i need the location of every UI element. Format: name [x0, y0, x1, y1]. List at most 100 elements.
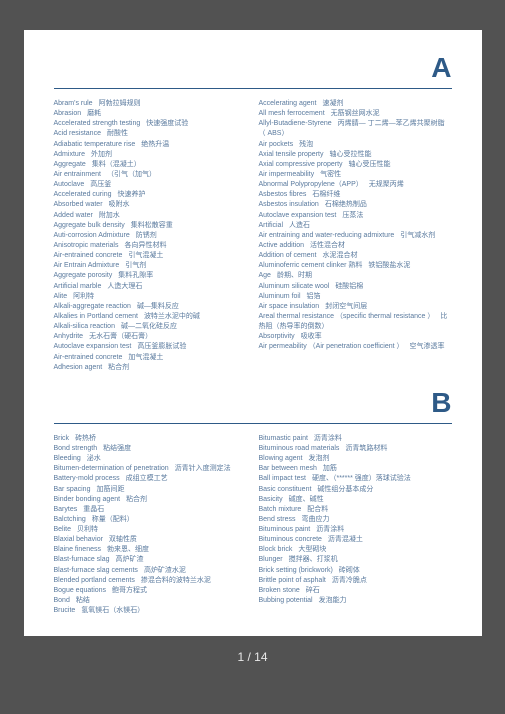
glossary-entry: Alkalies in Portland cement波特兰水泥中的碱 [54, 312, 247, 322]
term-en: Axial compressive property [259, 161, 343, 168]
term-zh: 加筋间距 [96, 486, 124, 493]
columns: Abram's rule阿勃拉姆规则Abrasion磨耗Accelerated … [54, 99, 452, 373]
term-zh: 引气减水剂 [400, 232, 435, 239]
term-zh: 龄期、时期 [277, 272, 312, 279]
term-en: Absorbed water [54, 201, 103, 208]
term-en: Alite [54, 293, 68, 300]
glossary-entry: Anhydrite无水石膏（硬石膏） [54, 332, 247, 342]
term-en: Bar spacing [54, 486, 91, 493]
glossary-entry: Aggregate porosity集料孔隙率 [54, 271, 247, 281]
term-zh: 发泡能力 [319, 597, 347, 604]
glossary-entry: Axial tensile property轴心受拉性能 [259, 150, 452, 160]
term-en: Blaxial behavior [54, 536, 103, 543]
term-en: Acid resistance [54, 130, 101, 137]
glossary-entry: Battery-mold process成组立模工艺 [54, 474, 247, 484]
glossary-entry: Allyl-Butadiene-Styrene丙烯腈— 丁二烯—苯乙烯共聚树脂（… [259, 119, 452, 139]
term-en: Belite [54, 526, 72, 533]
page-indicator: 1 / 14 [237, 650, 267, 664]
term-en: Ball impact test [259, 475, 306, 482]
glossary-entry: Blaine fineness勃来恩、细度 [54, 545, 247, 555]
term-zh: 成组立模工艺 [126, 475, 168, 482]
term-zh: 沥青筑路材料 [345, 445, 387, 452]
term-zh: 高炉矿渣 [116, 556, 144, 563]
glossary-entry: Alkali-aggregate reaction碱—集料反应 [54, 302, 247, 312]
glossary-entry: Blowing agent发泡剂 [259, 454, 452, 464]
glossary-entry: Air entrainment（引气（加气） [54, 170, 247, 180]
glossary-entry: Bond粘结 [54, 596, 247, 606]
glossary-entry: Autoclave expansion test高压釜膨胀试验 [54, 342, 247, 352]
term-en: Accelerated curing [54, 191, 112, 198]
glossary-entry: Block brick大型砌块 [259, 545, 452, 555]
term-zh: 轴心受拉性能 [329, 151, 371, 158]
term-en: Aggregate [54, 161, 86, 168]
term-en: Brick setting (brickwork) [259, 567, 333, 574]
glossary-entry: Bituminous concrete沥青混凝土 [259, 535, 452, 545]
term-en: Abram's rule [54, 100, 93, 107]
glossary-entry: Broken stone碎石 [259, 586, 452, 596]
term-zh: 石棉绝热制品 [325, 201, 367, 208]
term-en: Block brick [259, 546, 293, 553]
glossary-entry: Air permeability （Air penetration coeffi… [259, 342, 452, 352]
glossary-entry: Accelerated strength testing快速强度试验 [54, 119, 247, 129]
term-en: Brucite [54, 607, 76, 614]
term-zh: 弯曲应力 [301, 516, 329, 523]
term-en: Brick [54, 435, 70, 442]
term-zh: 粘结 [76, 597, 90, 604]
term-zh: 活性混合材 [310, 242, 345, 249]
glossary-entry: Alite阿利特 [54, 292, 247, 302]
term-zh: 轴心受压性能 [349, 161, 391, 168]
glossary-entry: Bitumen-determination of penetration沥青针入… [54, 464, 247, 474]
glossary-entry: Brucite 氢氧镁石（水镁石） [54, 606, 247, 616]
glossary-entry: Binder bonding agent粘合剂 [54, 495, 247, 505]
term-zh: 阿勃拉姆规则 [99, 100, 141, 107]
term-en: Bituminous road materials [259, 445, 340, 452]
term-zh: 空气渗透率 [410, 343, 445, 350]
term-en: Addition of cement [259, 252, 317, 259]
term-zh: 搅拌器、打浆机 [289, 556, 338, 563]
page-current: 1 [237, 650, 244, 664]
glossary-entry: Artificial人造石 [259, 221, 452, 231]
glossary-entry: Aluminum foil铝箔 [259, 292, 452, 302]
term-en: Blaine fineness [54, 546, 101, 553]
term-zh: 硬度、（****** 强度）落球试验法 [312, 475, 411, 482]
term-zh: 各向异性材料 [124, 242, 166, 249]
term-en: Anisotropic materials [54, 242, 119, 249]
glossary-entry: Adhesion agent粘合剂 [54, 363, 247, 373]
term-zh: 氢氧镁石（水镁石） [81, 607, 144, 614]
term-en: Bitumen-determination of penetration [54, 465, 169, 472]
glossary-entry: Belite贝利特 [54, 525, 247, 535]
right-column: Accelerating agent速凝剂All mesh ferrocemen… [259, 99, 452, 373]
glossary-entry: Air pockets残泡 [259, 140, 452, 150]
term-en: Adiabatic temperature rise [54, 141, 136, 148]
term-en: Absorptivity [259, 333, 295, 340]
glossary-entry: Asbestos insulation石棉绝热制品 [259, 200, 452, 210]
glossary-entry: Artificial marble人造大理石 [54, 282, 247, 292]
glossary-entry: Autoclave expansion test压蒸法 [259, 211, 452, 221]
term-zh: 残泡 [299, 141, 313, 148]
term-en: Bend stress [259, 516, 296, 523]
glossary-entry: Acid resistance耐酸性 [54, 129, 247, 139]
term-zh: 压蒸法 [342, 212, 363, 219]
glossary-entry: Anisotropic materials 各向异性材料 [54, 241, 247, 251]
term-en: Age [259, 272, 271, 279]
term-en: Blended portland cements [54, 577, 135, 584]
glossary-entry: Absorptivity吸收率 [259, 332, 452, 342]
term-en: Aggregate porosity [54, 272, 113, 279]
term-zh: 硅酸铝棉 [335, 283, 363, 290]
term-zh: 双轴性质 [109, 536, 137, 543]
glossary-entry: All mesh ferrocement无筋钢丝网水泥 [259, 109, 452, 119]
glossary-entry: Air space insulation封闭空气间层 [259, 302, 452, 312]
glossary-entry: Bubbing potential发泡能力 [259, 596, 452, 606]
term-zh: 气密性 [320, 171, 341, 178]
term-zh: 无筋钢丝网水泥 [331, 110, 380, 117]
term-en: Aluminum foil [259, 293, 301, 300]
term-en: Admixture [54, 151, 86, 158]
term-en: Bleeding [54, 455, 81, 462]
glossary-entry: Areal thermal resistance （specific therm… [259, 312, 452, 332]
term-zh: 高炉矿渣水泥 [144, 567, 186, 574]
term-zh: 沥青冷脆点 [332, 577, 367, 584]
glossary-entry: Aggregate bulk density集料松散容重 [54, 221, 247, 231]
term-en: Basicity [259, 496, 283, 503]
glossary-entry: Blaxial behavior 双轴性质 [54, 535, 247, 545]
term-zh: 高压釜膨胀试验 [137, 343, 186, 350]
